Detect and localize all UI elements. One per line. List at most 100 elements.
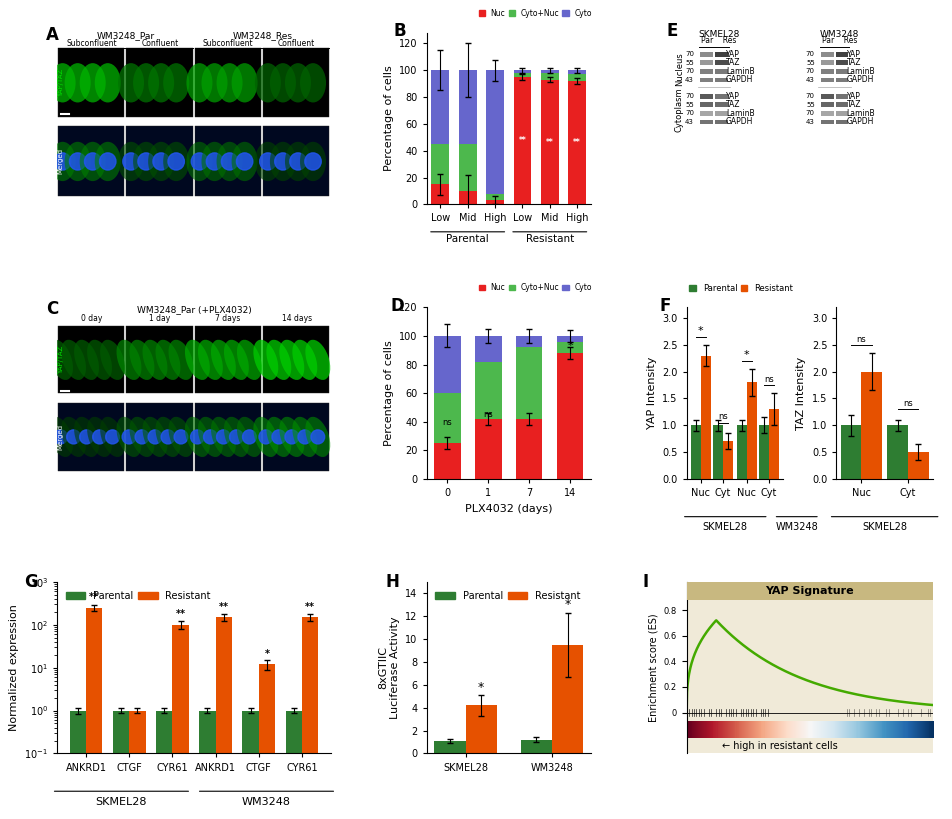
Text: *: *: [478, 681, 485, 694]
Circle shape: [80, 430, 93, 444]
Bar: [836, 78, 848, 83]
Bar: [486, 201, 504, 205]
Bar: [513, 77, 531, 205]
Text: **: **: [89, 592, 99, 602]
Bar: [58, 403, 124, 470]
Text: *: *: [567, 341, 573, 351]
Bar: [194, 126, 261, 196]
Circle shape: [92, 430, 107, 444]
Text: LaminB: LaminB: [726, 67, 755, 76]
Circle shape: [190, 430, 205, 444]
Ellipse shape: [255, 63, 281, 102]
Bar: [459, 191, 477, 205]
Circle shape: [243, 430, 256, 444]
Bar: [486, 193, 504, 201]
Ellipse shape: [155, 417, 181, 457]
Ellipse shape: [237, 417, 262, 457]
Bar: [516, 336, 543, 347]
Circle shape: [311, 430, 325, 444]
Text: **: **: [175, 609, 186, 619]
Bar: [700, 94, 713, 98]
Ellipse shape: [61, 340, 86, 380]
Bar: [715, 102, 727, 107]
Bar: [836, 111, 848, 115]
Text: 70: 70: [685, 93, 694, 99]
Bar: [541, 73, 559, 79]
Bar: [127, 325, 192, 393]
Ellipse shape: [270, 142, 296, 181]
Text: 70: 70: [805, 111, 815, 116]
Text: LaminB: LaminB: [846, 67, 876, 76]
Text: 43: 43: [805, 119, 815, 125]
Text: F: F: [660, 297, 671, 315]
Circle shape: [305, 153, 321, 170]
Text: LaminB: LaminB: [726, 109, 755, 118]
Y-axis label: 8xGTIIC
Luciferase Activity: 8xGTIIC Luciferase Activity: [378, 617, 400, 719]
Text: WM3248_Par (+PLX4032): WM3248_Par (+PLX4032): [136, 305, 251, 314]
Circle shape: [285, 430, 299, 444]
Ellipse shape: [187, 142, 212, 181]
Ellipse shape: [74, 340, 99, 380]
Bar: [431, 70, 449, 144]
Bar: [715, 61, 727, 66]
Text: WM3248: WM3248: [820, 30, 859, 39]
Ellipse shape: [253, 340, 278, 380]
Bar: [459, 144, 477, 191]
Ellipse shape: [285, 142, 311, 181]
Ellipse shape: [216, 142, 243, 181]
Bar: [568, 75, 586, 81]
Bar: [691, 425, 701, 479]
Text: 55: 55: [806, 102, 815, 108]
Text: ns: ns: [857, 335, 866, 344]
Bar: [69, 711, 86, 819]
Circle shape: [67, 430, 80, 444]
Text: ns: ns: [764, 375, 774, 384]
Y-axis label: Percentage of cells: Percentage of cells: [384, 340, 393, 446]
Text: **: **: [306, 602, 315, 612]
Ellipse shape: [306, 340, 330, 380]
Text: Resistant: Resistant: [526, 234, 574, 244]
Text: YAP: YAP: [726, 50, 740, 59]
Text: WM3248_Res: WM3248_Res: [232, 31, 292, 40]
Text: 70: 70: [685, 52, 694, 57]
Legend: Parental, Resistant: Parental, Resistant: [686, 281, 796, 296]
Circle shape: [298, 430, 311, 444]
Text: GAPDH: GAPDH: [846, 117, 874, 126]
Text: Subconfluent: Subconfluent: [203, 38, 253, 48]
Ellipse shape: [80, 142, 106, 181]
Ellipse shape: [87, 417, 112, 457]
Text: **: **: [545, 138, 554, 147]
Text: WM3248: WM3248: [242, 797, 291, 807]
Bar: [552, 645, 584, 753]
Bar: [746, 382, 757, 479]
Text: LaminB: LaminB: [846, 109, 876, 118]
Circle shape: [229, 430, 244, 444]
Bar: [127, 48, 192, 117]
Text: YAP: YAP: [726, 92, 740, 101]
Bar: [821, 52, 834, 57]
Bar: [836, 52, 848, 57]
Ellipse shape: [100, 340, 125, 380]
Ellipse shape: [87, 340, 112, 380]
Text: ns: ns: [484, 410, 493, 419]
Text: Nucleus: Nucleus: [675, 52, 684, 86]
Text: 1 day: 1 day: [149, 314, 170, 323]
Bar: [701, 355, 710, 479]
Text: **: **: [219, 602, 228, 612]
Bar: [434, 741, 466, 753]
Circle shape: [153, 153, 169, 170]
Text: I: I: [643, 573, 648, 591]
Ellipse shape: [202, 142, 228, 181]
Ellipse shape: [185, 340, 209, 380]
Ellipse shape: [50, 142, 75, 181]
Circle shape: [168, 153, 185, 170]
Text: YAP: YAP: [846, 92, 861, 101]
Ellipse shape: [116, 417, 142, 457]
Bar: [431, 184, 449, 205]
Text: 43: 43: [805, 77, 815, 83]
Bar: [86, 608, 103, 819]
Bar: [769, 410, 779, 479]
Bar: [700, 78, 713, 83]
Text: Subconfluent: Subconfluent: [66, 38, 117, 48]
Y-axis label: Normalized expression: Normalized expression: [9, 604, 19, 731]
